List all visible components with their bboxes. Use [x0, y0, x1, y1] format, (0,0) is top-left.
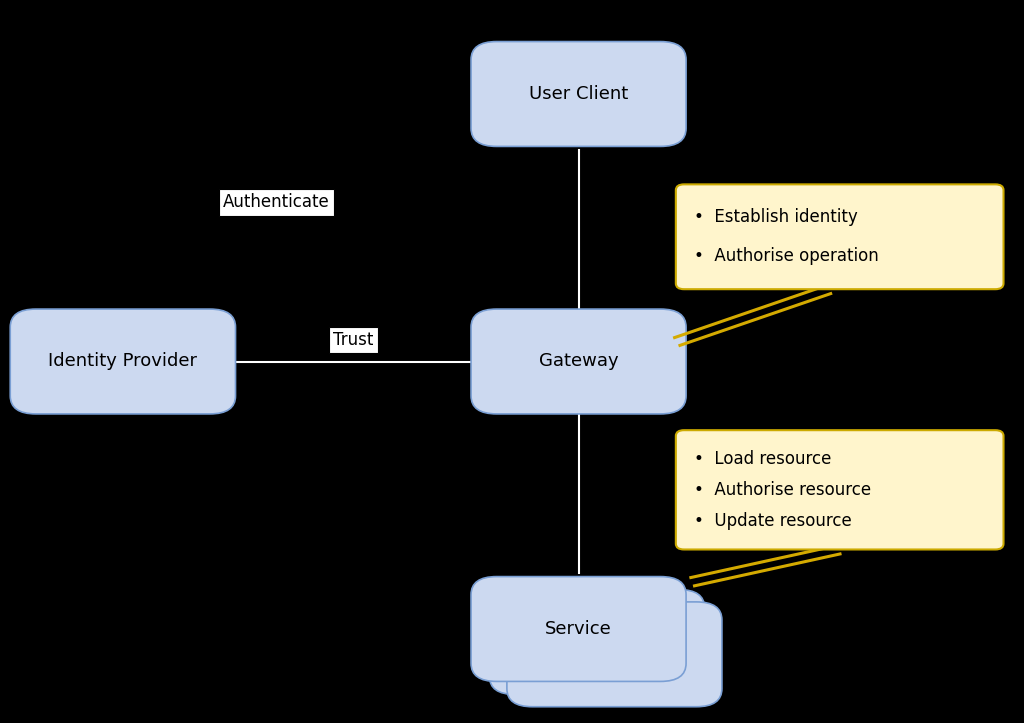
Text: Trust: Trust — [333, 331, 374, 348]
Text: •  Authorise resource: • Authorise resource — [694, 481, 871, 499]
Text: User Client: User Client — [529, 85, 628, 103]
FancyBboxPatch shape — [471, 309, 686, 414]
FancyBboxPatch shape — [489, 590, 705, 694]
FancyBboxPatch shape — [471, 577, 686, 681]
FancyBboxPatch shape — [676, 184, 1004, 289]
FancyBboxPatch shape — [471, 41, 686, 146]
FancyBboxPatch shape — [507, 602, 722, 707]
FancyBboxPatch shape — [10, 309, 236, 414]
Text: Identity Provider: Identity Provider — [48, 353, 198, 370]
Text: •  Establish identity: • Establish identity — [694, 208, 858, 226]
Text: Gateway: Gateway — [539, 353, 618, 370]
FancyBboxPatch shape — [676, 430, 1004, 549]
Text: Service: Service — [545, 620, 612, 638]
Text: •  Authorise operation: • Authorise operation — [694, 247, 879, 265]
Text: Authenticate: Authenticate — [223, 194, 330, 211]
Text: •  Update resource: • Update resource — [694, 512, 852, 530]
Text: •  Load resource: • Load resource — [694, 450, 831, 468]
